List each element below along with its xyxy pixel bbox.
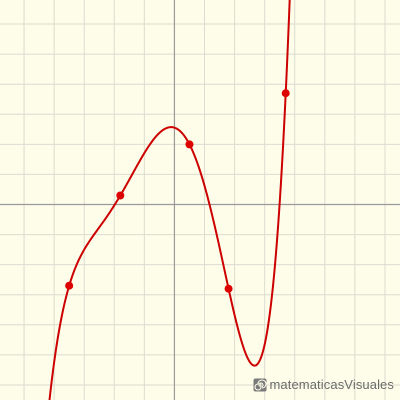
watermark: matematicasVisuales	[253, 377, 395, 392]
data-point-4	[224, 284, 233, 293]
spiral-logo-icon	[253, 378, 267, 391]
data-point-1	[65, 281, 74, 290]
data-point-5	[281, 89, 290, 98]
watermark-text: matematicasVisuales	[269, 377, 394, 392]
data-point-3	[185, 140, 194, 149]
data-point-2	[116, 191, 125, 200]
data-points	[65, 89, 290, 293]
